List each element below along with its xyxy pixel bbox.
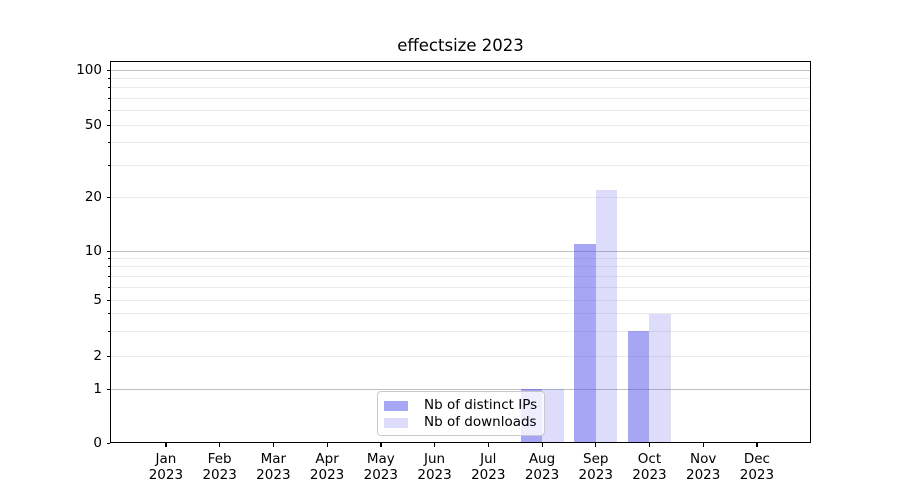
y-minor-tick-mark (108, 87, 110, 89)
bar-downloads-sep (595, 189, 618, 443)
x-tick-label: Aug 2023 (524, 451, 560, 483)
bar-downloads-aug (542, 389, 564, 443)
y-tick-mark (106, 196, 110, 198)
x-tick-mark (165, 443, 167, 447)
x-tick-mark (648, 443, 651, 447)
gridline-30 (110, 164, 811, 166)
y-minor-tick-mark (108, 110, 110, 112)
x-tick-label: Jun 2023 (417, 451, 452, 483)
y-tick-mark (106, 442, 110, 444)
gridline-50 (110, 124, 811, 126)
y-tick-mark (106, 124, 110, 126)
legend: Nb of distinct IPs Nb of downloads (377, 391, 545, 436)
y-minor-tick-mark (108, 77, 110, 80)
gridline-9 (110, 257, 811, 259)
y-minor-tick-mark (108, 164, 110, 166)
x-tick-label: Jul 2023 (471, 451, 506, 483)
gridline-40 (110, 142, 811, 144)
x-tick-mark (541, 443, 543, 447)
y-tick-label: 2 (93, 348, 102, 364)
x-tick-label: Mar 2023 (256, 451, 291, 483)
x-tick-label: Jan 2023 (148, 451, 184, 483)
bar-distinct-ips-oct (627, 331, 650, 443)
y-minor-tick-mark (108, 275, 110, 277)
x-tick-mark (434, 443, 436, 447)
y-tick-mark (106, 388, 110, 390)
y-tick-mark (106, 355, 110, 357)
y-tick-mark (106, 69, 110, 71)
gridline-100 (110, 69, 811, 71)
legend-label: Nb of distinct IPs (424, 397, 538, 413)
gridline-20 (110, 196, 811, 198)
y-minor-tick-mark (108, 97, 110, 99)
x-tick-label: Nov 2023 (686, 451, 721, 483)
x-tick-mark (702, 443, 704, 447)
plot-area (110, 61, 811, 443)
x-tick-mark (595, 443, 597, 447)
x-tick-label: Oct 2023 (632, 451, 667, 483)
x-tick-label: Sep 2023 (578, 451, 613, 483)
legend-item-distinct-ips: Nb of distinct IPs (384, 397, 544, 414)
gridline-1 (110, 388, 811, 390)
y-tick-mark (106, 299, 110, 301)
x-tick-mark (219, 443, 221, 447)
y-minor-tick-mark (108, 266, 110, 268)
gridline-5 (110, 299, 811, 301)
legend-swatch-downloads (384, 417, 408, 428)
y-tick-label: 50 (84, 117, 102, 133)
y-minor-tick-mark (108, 286, 110, 288)
y-tick-label: 5 (93, 292, 102, 308)
x-tick-label: Apr 2023 (309, 451, 345, 483)
gridline-90 (110, 77, 811, 79)
gridline-6 (110, 286, 811, 288)
x-tick-label: May 2023 (363, 451, 398, 483)
gridline-60 (110, 110, 811, 112)
y-minor-tick-mark (108, 313, 110, 315)
y-tick-label: 20 (84, 189, 102, 205)
x-tick-label: Feb 2023 (202, 451, 237, 483)
y-tick-label: 100 (76, 62, 102, 78)
x-tick-mark (487, 443, 489, 447)
y-minor-tick-mark (108, 330, 110, 332)
x-tick-mark (756, 443, 758, 447)
legend-item-downloads: Nb of downloads (384, 414, 544, 431)
legend-swatch-distinct-ips (384, 400, 408, 411)
y-tick-label: 1 (93, 381, 102, 397)
x-tick-mark (272, 443, 275, 447)
y-tick-label: 0 (93, 435, 102, 451)
gridline-80 (110, 87, 811, 89)
y-minor-tick-mark (108, 142, 110, 144)
gridline-3 (110, 330, 811, 332)
bar-downloads-oct (649, 313, 671, 443)
gridline-4 (110, 313, 811, 315)
gridline-8 (110, 266, 811, 268)
x-tick-label: Dec 2023 (739, 451, 775, 483)
y-tick-mark (106, 250, 110, 252)
chart-title: effectsize 2023 (397, 36, 524, 55)
gridline-7 (110, 275, 811, 277)
bar-distinct-ips-sep (574, 243, 596, 443)
gridline-2 (110, 355, 811, 357)
x-tick-mark (380, 443, 382, 447)
gridline-70 (110, 97, 811, 99)
gridline-10 (110, 250, 811, 252)
y-tick-label: 10 (84, 243, 102, 259)
y-minor-tick-mark (108, 257, 110, 260)
x-tick-mark (326, 443, 328, 447)
legend-label: Nb of downloads (424, 414, 537, 430)
